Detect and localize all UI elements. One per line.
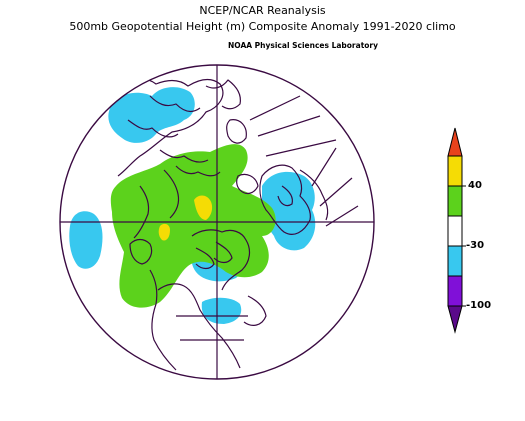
colorbar-bottom-arrow — [447, 305, 463, 334]
colorbar-label-minus-30: -30 — [466, 240, 485, 251]
negative-anomaly-pacific — [108, 87, 195, 143]
colorbar-label-40: 40 — [468, 180, 482, 191]
colorbar-top-arrow — [447, 127, 463, 157]
negative-anomaly-atlantic — [201, 297, 242, 324]
negative-anomaly-west — [69, 211, 103, 269]
strong-positive-siberia — [158, 223, 170, 241]
map-title: NCEP/NCAR Reanalysis — [199, 4, 326, 17]
positive-anomaly-main — [110, 144, 276, 308]
colorbar — [447, 127, 466, 334]
strong-positive-regions — [158, 195, 213, 241]
colorbar-green — [447, 185, 463, 217]
strong-positive-arctic — [194, 195, 213, 220]
credit-text: NOAA Physical Sciences Laboratory — [228, 41, 379, 50]
colorbar-cyan — [447, 245, 463, 277]
coastlines — [117, 78, 359, 371]
colorbar-label-minus-100: -100 — [466, 300, 492, 311]
colorbar-yellow — [447, 155, 463, 187]
colorbar-purple — [447, 275, 463, 307]
map-subtitle: 500mb Geopotential Height (m) Composite … — [69, 20, 456, 33]
positive-anomaly-regions — [110, 144, 276, 308]
colorbar-white — [447, 215, 463, 247]
